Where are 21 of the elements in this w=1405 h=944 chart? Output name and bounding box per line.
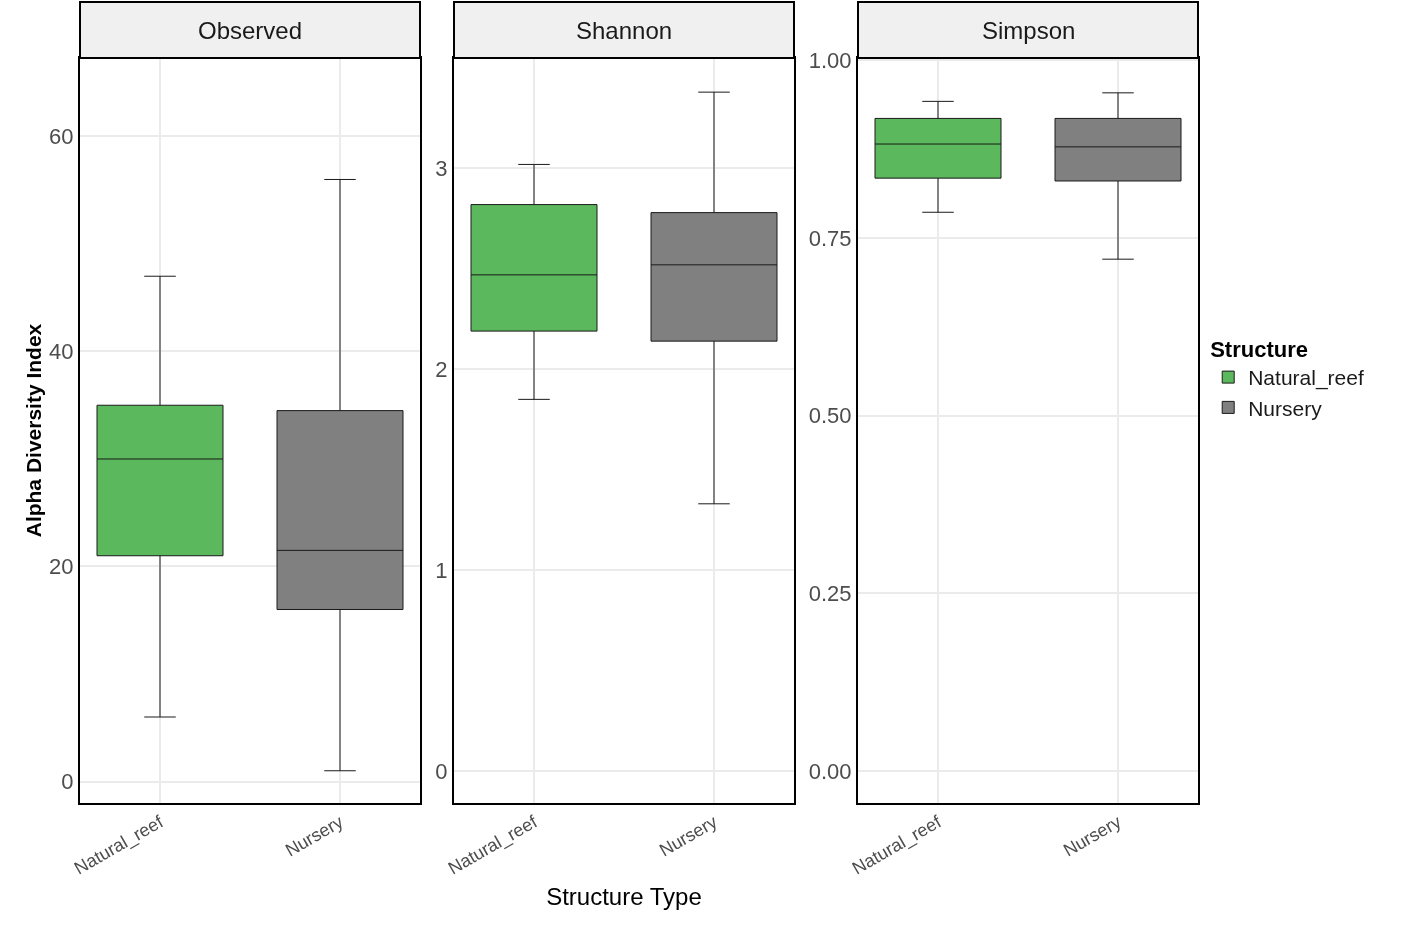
y-tick-label: 20 — [49, 554, 74, 580]
y-tick-label: 3 — [435, 156, 448, 182]
y-tick-label: 0 — [435, 758, 448, 784]
y-tick-label: 0.50 — [808, 403, 852, 429]
y-tick-label: 0.00 — [808, 758, 852, 784]
y-tick-label: 2 — [435, 356, 448, 382]
y-tick-label: 1 — [435, 557, 448, 583]
y-tick-label: 0.75 — [808, 225, 852, 251]
legend-label: Natural_reef — [1248, 366, 1364, 391]
chart-title: Shannon — [576, 17, 673, 44]
y-tick-label: 0 — [61, 769, 74, 795]
x-axis-title: Structure Type — [546, 883, 702, 911]
legend-label: Nursery — [1248, 396, 1323, 420]
y-tick-label: 60 — [49, 124, 74, 150]
legend-title: Structure — [1210, 336, 1308, 362]
chart-title: Observed — [198, 17, 303, 44]
y-tick-label: 40 — [49, 339, 74, 365]
y-tick-label: 0.25 — [808, 580, 852, 606]
chart-title: Simpson — [982, 17, 1076, 44]
y-axis-title: Alpha Diversity Index — [21, 323, 45, 538]
y-tick-label: 1.00 — [808, 47, 852, 73]
